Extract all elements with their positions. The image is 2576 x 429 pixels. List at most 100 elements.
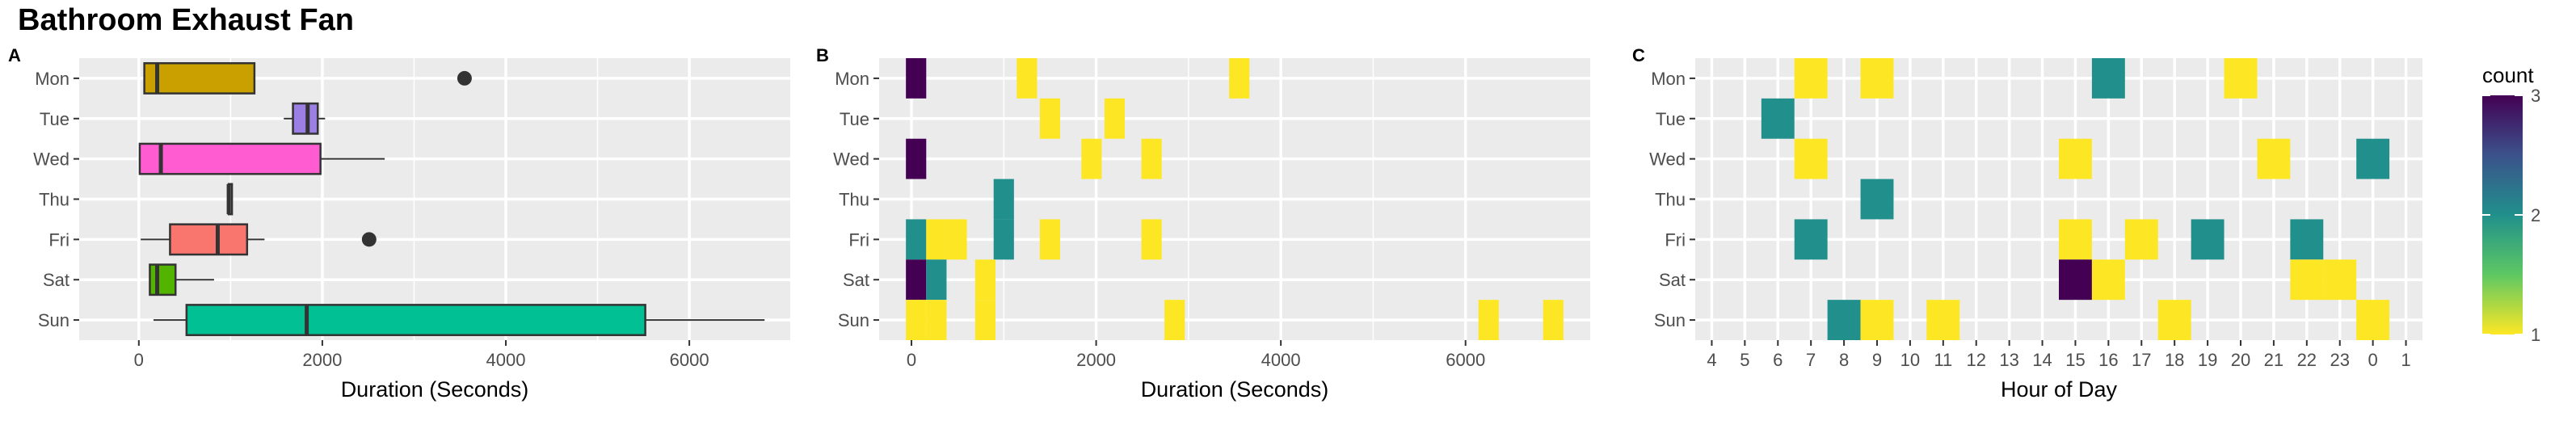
heat-tile	[926, 300, 947, 340]
heat-tile	[1860, 58, 1894, 99]
panel-c-x-tick-label: 6	[1773, 350, 1783, 370]
heat-tile	[926, 219, 947, 260]
panel-c-x-tick-label: 1	[2401, 350, 2410, 370]
heat-tile	[2356, 138, 2390, 179]
panel-c-y-tick-label: Tue	[1656, 109, 1686, 129]
panel-c-x-axis-title: Hour of Day	[2001, 377, 2118, 402]
panel-c-x-tick-label: 19	[2198, 350, 2217, 370]
panel-b-y-tick-label: Wed	[833, 149, 869, 170]
heat-tile	[1039, 98, 1060, 139]
heat-tile	[1543, 300, 1564, 340]
panel-a-x-tick-label: 2000	[302, 350, 342, 370]
panel-b-y-tick-label: Tue	[840, 109, 869, 129]
panel-c-x-tick-label: 0	[2368, 350, 2378, 370]
panel-a-y-tick-label: Thu	[39, 190, 69, 210]
panel-b-x-tick-label: 2000	[1076, 350, 1116, 370]
panel-c-x-tick-label: 15	[2065, 350, 2085, 370]
panel-a-tag: A	[8, 45, 21, 65]
panel-b-x-axis-title: Duration (Seconds)	[1141, 377, 1329, 402]
heat-tile	[974, 259, 995, 301]
heat-tile	[993, 179, 1014, 220]
panel-b-y-tick-label: Sat	[843, 270, 869, 290]
box-wed	[138, 142, 322, 175]
panel-a-x-tick-label: 4000	[486, 350, 526, 370]
box-mon	[143, 61, 256, 95]
panel-a-y-tick-label: Tue	[40, 109, 69, 129]
heat-tile	[2290, 259, 2324, 301]
heat-tile	[1039, 219, 1060, 260]
panel-c-x-tick-label: 21	[2264, 350, 2283, 370]
panel-c-x-tick-label: 14	[2032, 350, 2052, 370]
panel-a-y-tick-label: Wed	[33, 149, 69, 170]
box-tue	[292, 102, 319, 135]
heat-tile	[1141, 219, 1162, 260]
heat-tile	[1827, 300, 1861, 340]
panel-b-y-tick-label: Thu	[839, 190, 869, 210]
heat-tile	[926, 259, 947, 301]
panel-c-y-tick-label: Sun	[1654, 310, 1686, 330]
panel-a-y-tick-label: Sat	[43, 270, 69, 290]
heat-tile	[1860, 300, 1894, 340]
box-outlier	[457, 70, 472, 86]
heat-tile	[2091, 259, 2125, 301]
panel-a-y-tick-label: Fri	[48, 229, 69, 250]
heat-tile	[993, 219, 1014, 260]
legend-tick-label: 2	[2531, 205, 2540, 225]
heat-tile	[1141, 138, 1162, 179]
panel-b-x-tick-label: 6000	[1446, 350, 1485, 370]
panel-a-x-tick-label: 6000	[670, 350, 709, 370]
box-outlier	[361, 232, 377, 247]
panel-a-x-tick-label: 0	[134, 350, 144, 370]
heat-tile	[1164, 300, 1185, 340]
legend-tick-label: 1	[2531, 325, 2540, 345]
heat-tile	[2157, 300, 2191, 340]
heat-tile	[906, 138, 927, 179]
panel-c-x-tick-label: 16	[2098, 350, 2118, 370]
panel-a-y-tick-label: Sun	[38, 310, 69, 330]
panel-c-x-tick-label: 13	[1999, 350, 2018, 370]
heat-tile	[2356, 300, 2390, 340]
heat-tile	[2059, 259, 2092, 301]
heat-tile	[2257, 138, 2291, 179]
panel-c-x-tick-label: 7	[1806, 350, 1816, 370]
heat-tile	[1794, 138, 1828, 179]
panel-c-x-tick-label: 12	[1966, 350, 1985, 370]
panel-c-y-tick-label: Sat	[1659, 270, 1686, 290]
heat-tile	[906, 219, 927, 260]
panel-c-x-tick-label: 4	[1707, 350, 1716, 370]
heat-tile	[974, 300, 995, 340]
panel-c-x-tick-label: 11	[1934, 350, 1952, 370]
box-fri	[169, 223, 249, 256]
panel-c-x-tick-label: 10	[1900, 350, 1920, 370]
panel-b-x-tick-label: 0	[907, 350, 916, 370]
panel-b-y-tick-label: Sun	[838, 310, 869, 330]
heat-tile	[946, 219, 967, 260]
heat-tile	[2191, 219, 2225, 260]
heat-tile	[2290, 219, 2324, 260]
panel-c-x-tick-label: 23	[2330, 350, 2349, 370]
heat-tile	[1860, 179, 1894, 220]
panel-a-y-tick-label: Mon	[35, 69, 69, 89]
heat-tile	[906, 300, 927, 340]
heat-tile	[2059, 219, 2092, 260]
panel-b-tag: B	[816, 45, 829, 65]
legend-title: count	[2482, 63, 2534, 87]
heat-tile	[2323, 259, 2357, 301]
panel-c-y-tick-label: Mon	[1651, 69, 1686, 89]
panel-c-x-tick-label: 20	[2231, 350, 2250, 370]
panel-c-x-tick-label: 8	[1839, 350, 1849, 370]
panel-b-x-tick-label: 4000	[1261, 350, 1301, 370]
panel-c-tag: C	[1632, 45, 1645, 65]
heat-tile	[2124, 219, 2158, 260]
box-sat	[149, 263, 177, 297]
heat-tile	[1104, 98, 1125, 139]
panel-c-y-tick-label: Fri	[1665, 229, 1686, 250]
heat-tile	[1478, 300, 1499, 340]
panel-c-y-tick-label: Wed	[1649, 149, 1686, 170]
panel-c-x-tick-label: 18	[2165, 350, 2184, 370]
heat-tile	[1017, 58, 1038, 99]
heat-tile	[2224, 58, 2258, 99]
heat-tile	[2091, 58, 2125, 99]
panel-c-y-tick-label: Thu	[1655, 190, 1686, 210]
